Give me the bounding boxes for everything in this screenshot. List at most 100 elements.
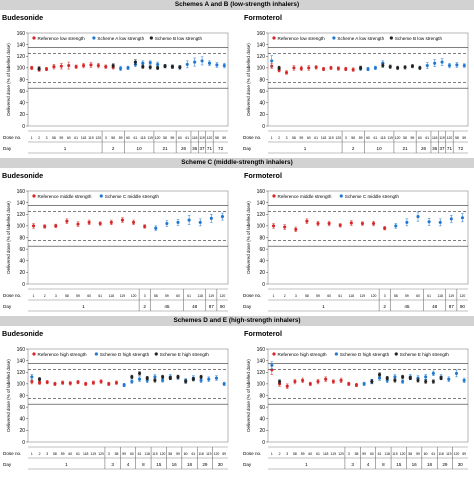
day-label: 1 (65, 462, 68, 467)
dose-number: 1 (31, 452, 33, 456)
dose-number: 61 (316, 452, 320, 456)
legend-label: Scheme E high strength (400, 352, 449, 357)
data-point (89, 63, 93, 67)
dose-number: 118 (432, 136, 438, 140)
day-label: 71 (447, 146, 453, 151)
dose-number: 60 (176, 294, 180, 298)
data-point (156, 62, 160, 66)
data-point (331, 380, 335, 384)
day-label: 87 (449, 304, 455, 309)
data-point (185, 62, 189, 66)
dose-number: 119 (199, 136, 205, 140)
dose-number: 118 (321, 136, 327, 140)
dose-number: 59 (122, 452, 126, 456)
data-point (424, 375, 428, 379)
data-point (120, 218, 124, 222)
dose-number: 3 (144, 294, 146, 298)
data-point (168, 376, 172, 380)
dose-number: 61 (138, 452, 142, 456)
data-point (336, 66, 340, 71)
panel-title-1-0: Budesonide (2, 171, 44, 180)
y-tick-label: 80 (19, 77, 25, 83)
data-point (53, 382, 57, 386)
y-tick-label: 100 (257, 382, 266, 388)
section-band-0: Schemes A and B (low-strength inhalers) (0, 0, 474, 10)
dose-number: 120 (447, 136, 453, 140)
dose-number: 61 (74, 136, 78, 140)
dose-number: 120 (454, 452, 460, 456)
data-point (37, 377, 42, 381)
dose-number: 2 (39, 452, 41, 456)
data-point (449, 217, 453, 221)
dose-number: 119 (152, 452, 158, 456)
dose-number: 61 (314, 136, 318, 140)
chart-panel-0-0: 0 20 40 60 80 100 120 140 160 Delivered dose (% o… (2, 22, 232, 157)
chart-panel-1-0: 0 20 40 60 80 100 120 140 160 Delivered dose (% o… (2, 180, 232, 315)
data-point (366, 67, 370, 71)
data-point (99, 380, 103, 384)
data-point (154, 226, 158, 230)
y-tick-label: 20 (19, 428, 25, 434)
legend-marker (149, 36, 153, 40)
legend-label: Scheme A low strength (97, 36, 144, 41)
y-tick-label: 0 (262, 282, 265, 288)
data-point (91, 381, 95, 385)
dose-number: 59 (462, 452, 466, 456)
data-point (76, 222, 80, 226)
data-point (431, 380, 435, 384)
legend-marker (32, 36, 36, 40)
data-point (381, 64, 385, 68)
dose-number: 60 (184, 452, 188, 456)
day-label: 45 (164, 304, 170, 309)
y-tick-label: 60 (19, 405, 25, 411)
data-point (122, 383, 126, 387)
data-point (373, 66, 377, 70)
dose-number: 119 (360, 294, 366, 298)
data-point (111, 64, 115, 68)
data-point (347, 382, 351, 386)
dose-number: 58 (111, 136, 115, 140)
legend-label: Reference high strength (278, 352, 327, 357)
data-point (200, 59, 204, 63)
day-label: 2 (143, 304, 146, 309)
y-tick-label: 60 (259, 405, 265, 411)
day-label: 18 (427, 462, 433, 467)
dose-number: 120 (96, 136, 102, 140)
data-point (270, 59, 274, 63)
dose-number: 120 (155, 136, 161, 140)
plot-frame (267, 190, 469, 285)
day-label: 29 (202, 462, 208, 467)
dose-number: 60 (308, 452, 312, 456)
dose-number: 61 (185, 136, 189, 140)
dose-number: 120 (131, 294, 137, 298)
legend-marker (92, 36, 96, 40)
data-point (418, 66, 422, 70)
data-point (133, 60, 137, 64)
dose-number: 1 (31, 136, 33, 140)
dose-number: 118 (140, 136, 146, 140)
dose-number: 58 (154, 294, 158, 298)
dose-number: 118 (349, 294, 355, 298)
day-label: 90 (460, 304, 466, 309)
dose-row-label: Dose no. (243, 293, 261, 298)
dose-number: 59 (222, 452, 226, 456)
day-label: 1 (82, 304, 85, 309)
data-point (416, 215, 420, 219)
y-axis-label: Delivered dose (% of labelled dose) (6, 43, 11, 116)
data-point (67, 64, 71, 68)
data-point (362, 382, 366, 386)
data-point (307, 66, 311, 70)
data-point (87, 220, 91, 224)
data-point (396, 66, 400, 70)
y-tick-label: 120 (257, 370, 266, 376)
dose-number: 59 (362, 452, 366, 456)
data-point (37, 381, 42, 385)
data-point (176, 375, 180, 379)
y-axis-label: Delivered dose (% of labelled dose) (246, 201, 251, 274)
data-point (377, 373, 382, 377)
y-tick-label: 120 (17, 212, 26, 218)
day-label: 72 (218, 146, 224, 151)
day-label: 1 (64, 146, 67, 151)
